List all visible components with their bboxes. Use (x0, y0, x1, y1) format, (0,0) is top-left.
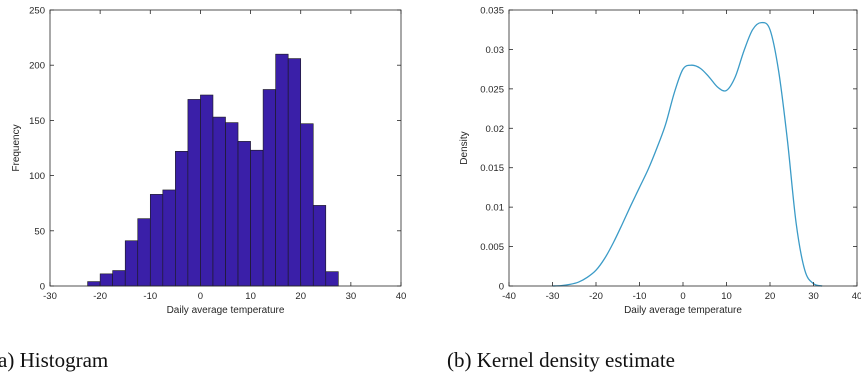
histogram-bar (87, 281, 101, 287)
kde-y-tick-label: 0.01 (486, 203, 505, 214)
histogram-caption: a) Histogram (0, 348, 108, 372)
histogram-x-ticks: -30 -20 -10 0 10 20 30 40 (43, 10, 406, 302)
kde-caption: (b) Kernel density estimate (447, 348, 675, 372)
histogram-bar (112, 270, 126, 287)
histogram-x-tick-label: -30 (43, 291, 57, 302)
histogram-x-tick-label: 20 (295, 291, 306, 302)
histogram-y-tick-label: 250 (29, 6, 45, 17)
histogram-bar (200, 94, 214, 287)
histogram-y-axis-label: Frequency (11, 124, 22, 171)
histogram-bar (237, 141, 251, 287)
kde-curve (552, 21, 823, 287)
kde-x-tick-label: 40 (852, 291, 861, 302)
kde-axes-frame (508, 9, 858, 287)
kde-x-tick-label: -20 (589, 291, 603, 302)
histogram-bar (325, 271, 339, 287)
histogram-bar (287, 58, 302, 287)
histogram-bar (162, 189, 176, 287)
histogram-bar (212, 116, 226, 287)
kde-y-tick-label: 0.02 (486, 124, 505, 135)
kde-x-tick-label: -40 (502, 291, 516, 302)
kde-y-ticks: 0 0.005 0.01 0.015 0.02 0.025 0.03 0.035 (480, 6, 857, 293)
histogram-y-tick-label: 0 (40, 282, 45, 293)
histogram-x-tick-label: -20 (93, 291, 107, 302)
histogram-y-tick-label: 50 (34, 226, 45, 237)
kde-y-tick-label: 0 (499, 282, 504, 293)
histogram-bar (225, 122, 239, 287)
histogram-y-tick-label: 150 (29, 116, 45, 127)
histogram-y-tick-label: 100 (29, 171, 45, 182)
histogram-bar (250, 149, 264, 287)
kde-x-ticks: -40 -30 -20 -10 0 10 20 30 40 (502, 10, 861, 302)
kde-x-tick-label: 0 (680, 291, 685, 302)
histogram-bar (175, 151, 189, 287)
kde-y-tick-label: 0.005 (480, 242, 504, 253)
histogram-y-ticks: 0 50 100 150 200 250 (29, 6, 401, 293)
kde-y-tick-label: 0.015 (480, 163, 504, 174)
histogram-x-tick-label: 10 (245, 291, 256, 302)
histogram-bar (99, 273, 113, 287)
kde-x-tick-label: -30 (546, 291, 560, 302)
histogram-bar (149, 194, 164, 287)
histogram-bar (262, 89, 276, 287)
kde-x-tick-label: 20 (765, 291, 776, 302)
kde-y-tick-label: 0.03 (486, 45, 505, 56)
histogram-x-tick-label: 40 (396, 291, 407, 302)
histogram-x-tick-label: -10 (143, 291, 157, 302)
histogram-bars (87, 53, 339, 287)
histogram-bar (124, 240, 139, 287)
histogram-bar (275, 53, 289, 287)
histogram-bar (312, 205, 327, 287)
histogram-bar (187, 99, 201, 287)
kde-x-tick-label: -10 (633, 291, 647, 302)
kde-x-tick-label: 30 (808, 291, 819, 302)
kde-y-tick-label: 0.025 (480, 84, 504, 95)
kde-y-axis-label: Density (459, 131, 470, 164)
kde-y-tick-label: 0.035 (480, 6, 504, 17)
histogram-bar (300, 123, 314, 287)
histogram-y-tick-label: 200 (29, 61, 45, 72)
histogram-bar (137, 218, 151, 287)
histogram-x-tick-label: 0 (198, 291, 203, 302)
histogram-panel: -30 -20 -10 0 10 20 30 40 0 50 100 150 200 250 Daily… (0, 6, 406, 373)
histogram-axes-frame (49, 9, 402, 287)
kde-panel: -40 -30 -20 -10 0 10 20 30 40 0 0.005 0.01 0.015 0.0… (447, 6, 861, 373)
histogram-x-tick-label: 30 (346, 291, 357, 302)
kde-x-axis-label: Daily average temperature (624, 305, 742, 316)
histogram-x-axis-label: Daily average temperature (167, 305, 285, 316)
kde-x-tick-label: 10 (721, 291, 732, 302)
